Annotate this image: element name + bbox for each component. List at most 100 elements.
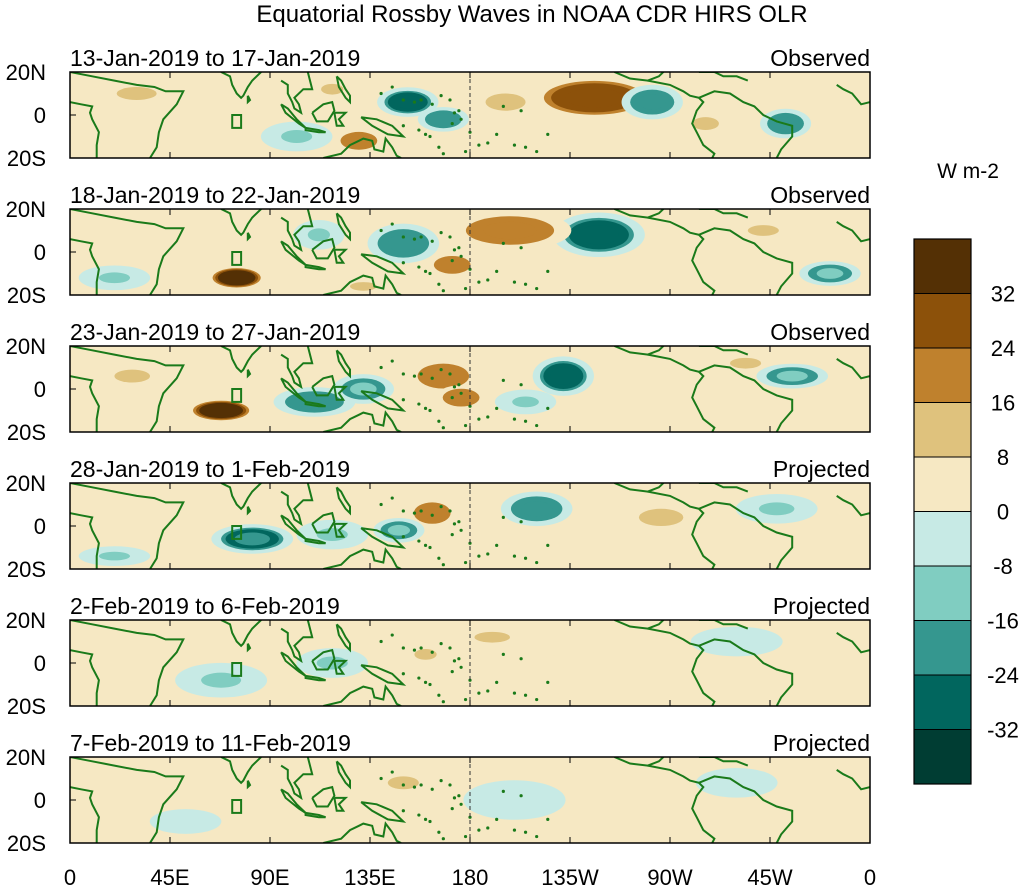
- coastline: [246, 95, 252, 105]
- island-dot: [423, 269, 428, 273]
- island-dot: [501, 241, 505, 245]
- island-dot: [535, 149, 539, 154]
- island-dot: [379, 228, 383, 233]
- coastline: [70, 512, 100, 569]
- island-dot: [477, 554, 481, 558]
- coastline: [698, 501, 794, 569]
- colorbar-tick-label: 16: [991, 391, 1015, 416]
- island-dot: [477, 828, 481, 832]
- island-dot: [430, 376, 434, 380]
- island-dot: [459, 802, 463, 806]
- coastline: [333, 111, 349, 127]
- island-dot: [439, 505, 443, 509]
- island-dot: [546, 543, 550, 547]
- colorbar-segment: [913, 293, 972, 349]
- y-tick-label: 0: [34, 788, 46, 813]
- map-panel-1: 20N 0 20S 13-Jan-2019 to 17-Jan-2019 Observe…: [6, 45, 871, 171]
- panel-period-label: 23-Jan-2019 to 27-Jan-2019: [70, 319, 360, 345]
- region-box-marker: [231, 525, 243, 540]
- y-tick-label: 20S: [7, 283, 46, 308]
- colorbar-segment: [913, 729, 972, 785]
- island-dot: [459, 665, 463, 669]
- coastline: [246, 780, 252, 790]
- coastline: [323, 136, 402, 158]
- island-dot: [419, 509, 423, 513]
- island-dot: [379, 502, 383, 507]
- olr-anomaly-core: [98, 272, 130, 284]
- olr-anomaly-core: [638, 508, 684, 526]
- panel-period-label: 28-Jan-2019 to 1-Feb-2019: [70, 456, 350, 482]
- y-tick-label: 0: [34, 240, 46, 265]
- y-tick-label: 20N: [6, 471, 46, 496]
- coastline: [280, 209, 314, 252]
- island-dot: [417, 265, 421, 269]
- map-panel-3: 20N 0 20S 23-Jan-2019 to 27-Jan-2019 Observe…: [6, 319, 871, 445]
- island-dot: [379, 776, 383, 781]
- island-dot: [495, 680, 499, 684]
- island-dot: [452, 796, 457, 800]
- island-dot: [379, 91, 383, 96]
- region-box-marker: [231, 114, 243, 129]
- coastline: [698, 638, 794, 706]
- region-box-marker: [231, 662, 243, 677]
- island-dot: [401, 535, 405, 539]
- coastline: [220, 72, 262, 100]
- island-dot: [412, 785, 417, 789]
- coastline: [311, 648, 336, 671]
- coastline: [360, 664, 407, 686]
- y-tick-label: 20S: [7, 420, 46, 445]
- olr-anomaly-core: [485, 93, 526, 111]
- island-dot: [512, 280, 517, 284]
- colorbar-tick-label: -24: [987, 663, 1019, 688]
- island-dot: [519, 246, 523, 250]
- map-panel-2: 20N 0 20S 18-Jan-2019 to 22-Jan-2019 Observe…: [6, 182, 871, 308]
- x-tick-label: 90E: [250, 865, 289, 890]
- island-dot: [423, 817, 428, 821]
- olr-anomaly-core: [692, 117, 719, 131]
- olr-anomaly-core: [716, 635, 757, 648]
- olr-anomaly-core: [581, 810, 626, 824]
- olr-anomaly-core: [387, 776, 419, 790]
- olr-anomaly-core: [512, 396, 539, 408]
- coastline: [360, 253, 407, 275]
- coastline: [70, 209, 185, 295]
- coastline: [333, 522, 349, 538]
- island-dot: [450, 807, 454, 811]
- olr-anomaly-core: [432, 113, 455, 125]
- island-dot: [441, 289, 445, 293]
- coastline: [647, 490, 716, 569]
- olr-anomaly-core: [816, 268, 844, 279]
- coastline: [311, 100, 336, 123]
- island-dot: [441, 700, 445, 704]
- coastline: [311, 237, 336, 260]
- island-dot: [379, 639, 383, 644]
- island-dot: [523, 419, 528, 423]
- coastline: [333, 248, 349, 264]
- coastline: [220, 483, 262, 511]
- coastline: [280, 483, 314, 527]
- island-dot: [546, 680, 550, 684]
- y-tick-label: 20S: [7, 694, 46, 719]
- colorbar-segment: [913, 565, 972, 621]
- coastline: [647, 216, 716, 295]
- panel-status-label: Observed: [770, 45, 870, 71]
- island-dot: [401, 509, 405, 513]
- x-tick-label: 45E: [150, 865, 189, 890]
- colorbar-tick-label: 8: [997, 445, 1009, 470]
- y-tick-label: 20N: [6, 197, 46, 222]
- island-dot: [390, 222, 394, 226]
- colorbar-segment: [913, 347, 972, 403]
- island-dot: [523, 830, 528, 834]
- coastline: [220, 346, 262, 374]
- chart-title: Equatorial Rossby Waves in NOAA CDR HIRS…: [256, 1, 807, 28]
- olr-anomaly-core: [394, 95, 422, 109]
- island-dot: [495, 269, 499, 273]
- island-dot: [512, 691, 517, 695]
- map-panel-4: 20N 0 20S 28-Jan-2019 to 1-Feb-2019 Projecte…: [6, 456, 871, 582]
- coastline: [698, 483, 749, 493]
- coastline: [335, 212, 351, 242]
- olr-anomaly-core: [638, 94, 666, 110]
- island-dot: [450, 533, 454, 537]
- olr-anomaly-core: [561, 663, 610, 681]
- island-dot: [519, 657, 523, 661]
